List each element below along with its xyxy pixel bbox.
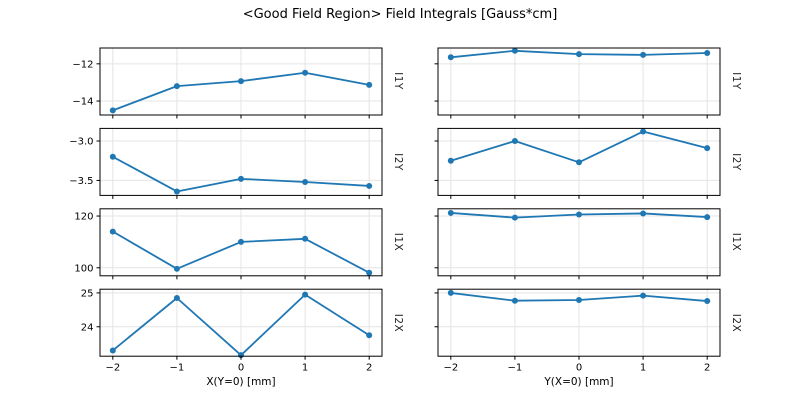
data-point	[173, 188, 180, 195]
x-tick-label: 1	[302, 363, 308, 374]
data-point	[704, 50, 711, 57]
data-point	[109, 347, 116, 354]
data-point	[511, 138, 518, 145]
data-point	[366, 81, 373, 88]
figure-title: <Good Field Region> Field Integrals [Gau…	[242, 7, 558, 22]
y-tick-label: −3.5	[69, 176, 93, 187]
x-tick-label: 0	[238, 363, 244, 374]
data-point	[576, 297, 582, 304]
row-label-i1x-left: I1X	[392, 232, 404, 252]
data-point	[447, 209, 454, 216]
subplot-i2y-right	[434, 127, 721, 199]
subplot-i2x-right: −2 −1 0 1 2	[434, 288, 721, 374]
data-point	[511, 297, 518, 304]
x-tick-label: −1	[170, 363, 185, 374]
row-label-i2x-right: I2X	[730, 313, 742, 333]
row-label-i1x-right: I1X	[730, 232, 742, 252]
subplot-i2y-left: −3.0 −3.5	[69, 127, 383, 199]
x-tick-label: −1	[508, 363, 523, 374]
y-tick-label: −14	[72, 97, 93, 108]
subplot-i1x-right	[434, 208, 721, 280]
data-point	[640, 51, 647, 58]
y-tick-label: −12	[72, 59, 93, 70]
data-point	[302, 179, 309, 185]
subplot-i1y-right	[434, 47, 721, 119]
x-tick-label: 0	[576, 363, 582, 374]
data-point	[302, 291, 309, 298]
data-point	[366, 269, 373, 276]
data-point	[640, 292, 647, 299]
row-label-i1y-left: I1Y	[392, 72, 404, 90]
data-point	[640, 128, 647, 135]
data-point	[704, 298, 711, 305]
y-tick-label: −3.0	[69, 137, 93, 148]
y-tick-label: 24	[81, 322, 94, 333]
data-point	[447, 289, 454, 296]
data-point	[109, 153, 116, 160]
data-point	[173, 265, 180, 272]
data-point	[302, 235, 309, 242]
data-point	[173, 294, 180, 301]
data-point	[366, 182, 373, 189]
data-point	[302, 69, 309, 76]
row-label-i2x-left: I2X	[392, 313, 404, 333]
x-tick-label: −2	[443, 363, 458, 374]
x-tick-label: 2	[366, 363, 372, 374]
data-point	[447, 54, 454, 61]
row-label-i2y-right: I2Y	[730, 153, 742, 171]
subplot-i1x-left: 120 100	[74, 208, 383, 280]
y-tick-label: 100	[74, 263, 93, 274]
data-point	[576, 159, 582, 166]
x-tick-label: 2	[704, 363, 710, 374]
data-point	[447, 157, 454, 164]
data-point	[238, 78, 244, 85]
subplot-i2x-left: −2 −1 0 1 2 25 24	[81, 288, 383, 374]
data-point	[576, 211, 582, 218]
data-point	[366, 332, 373, 339]
data-point	[511, 47, 518, 54]
data-point	[704, 214, 711, 221]
row-label-i1y-right: I1Y	[730, 72, 742, 90]
data-point	[109, 107, 116, 114]
xaxis-label-right-column: Y(X=0) [mm]	[544, 376, 614, 388]
data-point	[238, 238, 244, 245]
row-label-i2y-left: I2Y	[392, 153, 404, 171]
data-point	[109, 228, 116, 235]
data-point	[576, 51, 582, 58]
data-point	[511, 214, 518, 221]
data-point	[173, 83, 180, 90]
y-tick-label: 25	[81, 288, 94, 299]
data-point	[640, 210, 647, 217]
y-tick-label: 120	[74, 212, 93, 223]
x-tick-label: −2	[105, 363, 120, 374]
data-point	[704, 145, 711, 152]
data-point	[238, 175, 244, 182]
x-tick-label: 1	[640, 363, 646, 374]
xaxis-label-left-column: X(Y=0) [mm]	[206, 376, 276, 388]
subplot-i1y-left: −12 −14	[72, 47, 383, 119]
